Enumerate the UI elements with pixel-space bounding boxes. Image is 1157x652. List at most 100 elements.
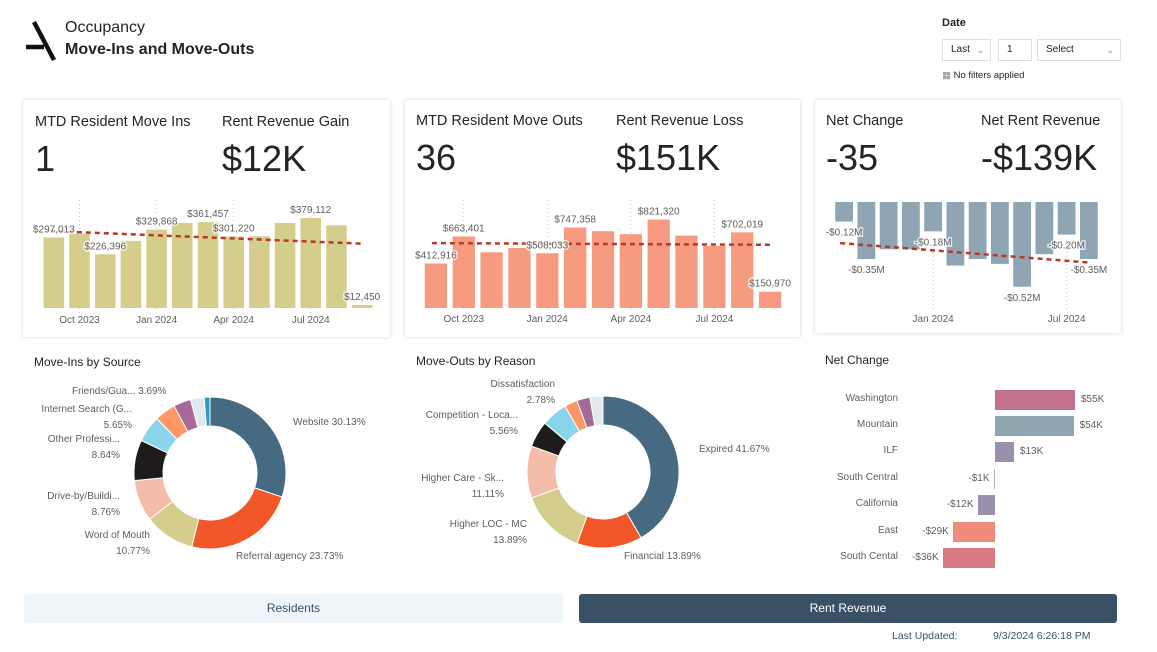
region-bar[interactable]	[995, 416, 1074, 436]
net-revenue-label: Net Rent Revenue	[981, 113, 1101, 129]
region-bar[interactable]	[977, 495, 995, 515]
bar	[274, 223, 296, 308]
data-label: $301,220	[213, 223, 255, 234]
unit-value: Select	[1046, 44, 1074, 55]
bar	[990, 202, 1009, 264]
period-dropdown[interactable]: Last ⌄	[942, 39, 991, 61]
bar	[1035, 202, 1054, 255]
company-logo	[26, 20, 56, 62]
filter-status-text: No filters applied	[953, 70, 1025, 81]
data-label: $379,112	[290, 205, 331, 216]
donut-slice	[203, 396, 211, 427]
bar	[424, 263, 448, 308]
legend-drive-by: Drive-by/Buildi... 8.76%	[47, 491, 120, 518]
x-tick-label: Jul 2024	[292, 315, 330, 326]
trend-line	[431, 241, 771, 247]
calendar-icon: ▦	[942, 70, 951, 81]
bar	[591, 231, 615, 308]
x-tick-label: Apr 2024	[611, 314, 652, 325]
move-ins-value: 1	[35, 138, 56, 179]
region-bar[interactable]	[993, 469, 995, 489]
bar	[249, 236, 270, 308]
legend-internet-search: Internet Search (G... 5.65%	[41, 404, 132, 431]
data-label: $747,358	[554, 214, 596, 225]
x-tick-label: Jul 2024	[1048, 314, 1086, 325]
bar	[924, 202, 943, 232]
bar	[508, 247, 531, 308]
bar	[879, 202, 898, 250]
data-label: -$0.12M	[826, 228, 863, 239]
count-input[interactable]: 1	[998, 39, 1032, 61]
move-ins-source-title: Move-Ins by Source	[34, 355, 141, 369]
date-filter-label: Date	[942, 17, 966, 29]
bar	[619, 234, 642, 308]
donut-slice	[530, 487, 588, 545]
revenue-loss-value: $151K	[616, 137, 721, 178]
legend-website: Website 30.13%	[293, 417, 366, 428]
bar	[1013, 202, 1032, 287]
data-label: -$0.52M	[1004, 293, 1041, 304]
region-bar[interactable]	[942, 548, 995, 568]
move-ins-source-donut	[133, 396, 287, 550]
bar	[731, 232, 754, 308]
data-label: $226,396	[84, 241, 126, 252]
legend-dissatisfaction: Dissatisfaction 2.78%	[490, 379, 555, 406]
bar	[536, 253, 559, 308]
revenue-gain-chart: Oct 2023 Jan 2024 Apr 2024 Jul 2024 $297,013…	[31, 200, 382, 326]
legend-referral: Referral agency 23.73%	[236, 551, 344, 562]
bar	[647, 219, 670, 308]
legend-financial: Financial 13.89%	[624, 551, 701, 562]
donut-slice	[589, 395, 604, 427]
region-data-label: -$29K	[922, 526, 949, 537]
data-label: -$0.35M	[1071, 265, 1108, 276]
rent-revenue-button[interactable]: Rent Revenue	[579, 594, 1117, 623]
region-label: Mountain	[856, 419, 898, 430]
trend-line	[49, 229, 363, 245]
bar	[69, 233, 90, 308]
region-net-change-chart: Washington $55K Mountain $54K ILF $13K South C…	[815, 380, 1121, 575]
chevron-down-icon: ⌄	[976, 45, 984, 55]
bar	[758, 291, 782, 308]
region-data-label: -$36K	[911, 552, 939, 563]
legend-higher-care: Higher Care - Sk... 11.11%	[421, 473, 504, 500]
bar	[564, 227, 587, 308]
data-label: $412,916	[415, 251, 457, 262]
region-bar[interactable]	[995, 442, 1014, 462]
trend-line	[840, 241, 1089, 264]
move-outs-label: MTD Resident Move Outs	[416, 113, 583, 129]
bar	[1079, 202, 1098, 260]
x-tick-label: Jan 2024	[527, 314, 569, 325]
chevron-down-icon: ⌄	[1106, 45, 1114, 55]
region-label: South Cental	[840, 551, 898, 562]
net-change-label: Net Change	[826, 113, 904, 129]
region-data-label: $13K	[1019, 446, 1044, 457]
region-bar[interactable]	[952, 522, 995, 542]
bar	[197, 222, 219, 308]
filter-status: ▦ No filters applied	[942, 70, 1024, 81]
bar	[326, 225, 347, 308]
data-label: $297,013	[33, 224, 75, 235]
residents-button[interactable]: Residents	[24, 594, 563, 623]
page-title: Move-Ins and Move-Outs	[65, 41, 255, 58]
data-label: $508,033	[526, 240, 568, 251]
region-data-label: $54K	[1079, 420, 1103, 431]
x-tick-label: Oct 2023	[59, 315, 100, 326]
data-label: $821,320	[638, 207, 680, 218]
unit-dropdown[interactable]: Select ⌄	[1037, 39, 1121, 61]
bar	[43, 237, 65, 308]
last-updated-label: Last Updated:	[892, 630, 958, 642]
net-revenue-value: -$139K	[981, 137, 1098, 178]
legend-higher-loc: Higher LOC - MC 13.89%	[449, 519, 527, 546]
x-tick-label: Oct 2023	[443, 314, 484, 325]
bar	[146, 229, 167, 308]
last-updated-value: 9/3/2024 6:26:18 PM	[993, 630, 1091, 642]
data-label: -$0.20M	[1048, 241, 1085, 252]
bar	[968, 202, 987, 260]
donut-slice	[209, 396, 287, 498]
region-label: East	[877, 525, 898, 536]
move-outs-reason-donut	[526, 395, 680, 549]
region-bar[interactable]	[995, 390, 1075, 410]
move-outs-reason-title: Move-Outs by Reason	[416, 354, 536, 368]
bar	[675, 235, 698, 308]
x-tick-label: Jan 2024	[136, 315, 178, 326]
